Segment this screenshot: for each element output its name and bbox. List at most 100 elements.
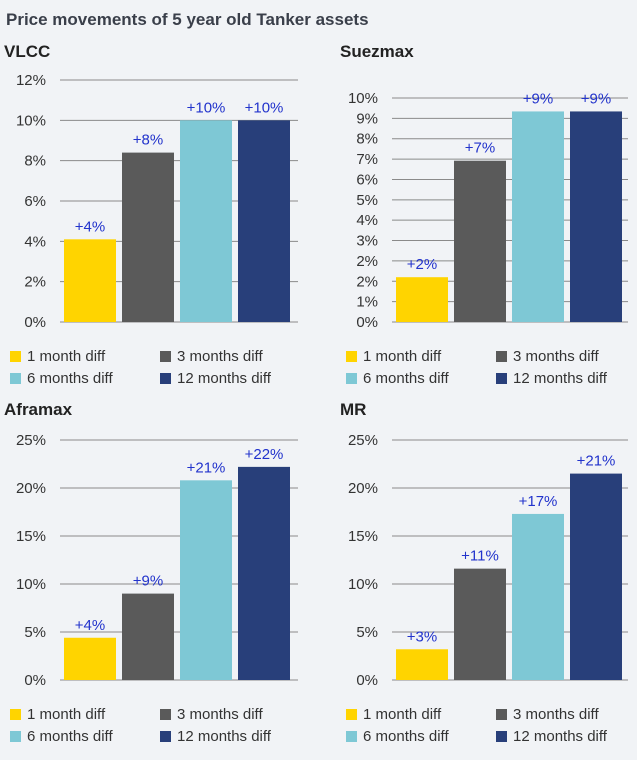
legend-item: 3 months diff (496, 706, 599, 723)
legend-item: 1 month diff (10, 706, 105, 723)
y-tick-label: 5% (24, 624, 46, 641)
data-label: +22% (245, 446, 284, 463)
legend-label: 1 month diff (363, 706, 442, 723)
bar (64, 637, 116, 680)
legend-label: 12 months diff (177, 728, 271, 745)
bar (64, 239, 116, 322)
page-title: Price movements of 5 year old Tanker ass… (6, 10, 369, 29)
y-tick-label: 25% (16, 432, 46, 449)
data-label: +4% (75, 218, 105, 235)
bar (512, 111, 564, 322)
data-label: +21% (187, 459, 226, 476)
legend-label: 1 month diff (363, 348, 442, 365)
legend-label: 12 months diff (513, 370, 607, 387)
y-tick-label: 4% (356, 212, 378, 229)
data-label: +4% (75, 617, 105, 634)
bar (570, 111, 622, 322)
y-tick-label: 6% (24, 193, 46, 210)
y-tick-label: 8% (356, 131, 378, 148)
legend-label: 12 months diff (177, 370, 271, 387)
legend-item: 6 months diff (10, 728, 113, 745)
y-tick-label: 0% (24, 314, 46, 331)
legend-label: 3 months diff (513, 348, 599, 365)
legend-item: 1 month diff (346, 706, 441, 723)
legend-swatch (346, 373, 357, 384)
bar (396, 277, 448, 322)
legend-swatch (10, 731, 21, 742)
legend-swatch (496, 731, 507, 742)
y-tick-label: 1% (356, 294, 378, 311)
data-label: +9% (133, 573, 163, 590)
bar (122, 593, 174, 680)
y-tick-label: 10% (16, 576, 46, 593)
bar-chart: 0% 5% 10% 15% 20% 25% +4% +9% +21% +22% (16, 432, 298, 689)
y-tick-label: 20% (348, 480, 378, 497)
data-label: +9% (581, 90, 611, 107)
y-tick-label: 15% (16, 528, 46, 545)
bar (180, 480, 232, 680)
legend-label: 6 months diff (363, 370, 449, 387)
bar (122, 152, 174, 322)
chart-title: MR (340, 400, 367, 419)
data-label: +9% (523, 90, 553, 107)
y-tick-label: 10% (348, 90, 378, 107)
legend-swatch (160, 731, 171, 742)
y-tick-label: 5% (356, 624, 378, 641)
data-label: +17% (519, 493, 558, 510)
chart-title: Suezmax (340, 42, 414, 61)
legend-swatch (496, 373, 507, 384)
chart-title: VLCC (4, 42, 51, 61)
bar (396, 649, 448, 680)
y-tick-label: 6% (356, 171, 378, 188)
y-tick-label: 8% (24, 153, 46, 170)
bar (454, 568, 506, 680)
y-tick-label: 2% (356, 273, 378, 290)
data-label: +8% (133, 132, 163, 149)
y-tick-label: 0% (356, 672, 378, 689)
y-tick-label: 0% (356, 314, 378, 331)
legend-item: 1 month diff (346, 348, 441, 365)
legend-item: 6 months diff (346, 728, 449, 745)
legend-swatch (346, 731, 357, 742)
chart-legend: 1 month diff 3 months diff 6 months diff 12… (10, 700, 310, 748)
bar-chart: 0% 2% 4% 6% 8% 10% 12% +4% +8% +10% +10% (16, 72, 298, 331)
legend-swatch (496, 351, 507, 362)
y-tick-label: 4% (24, 233, 46, 250)
chart-panel-suezmax: Suezmax 0% 1% 2% 2% 3% 4% 5% 6% 7% 8% 9% 10% +2% +7% +… (336, 42, 637, 402)
chart-legend: 1 month diff 3 months diff 6 months diff 12… (346, 700, 637, 748)
legend-label: 1 month diff (27, 706, 106, 723)
legend-swatch (160, 351, 171, 362)
y-tick-label: 9% (356, 110, 378, 127)
legend-swatch (346, 709, 357, 720)
chart-legend: 1 month diff 3 months diff 6 months diff 12… (346, 342, 637, 390)
data-label: +10% (245, 99, 284, 116)
legend-item: 6 months diff (346, 370, 449, 387)
data-label: +10% (187, 99, 226, 116)
legend-item: 12 months diff (496, 728, 607, 745)
y-tick-label: 0% (24, 672, 46, 689)
chart-legend: 1 month diff 3 months diff 6 months diff 12… (10, 342, 310, 390)
bar-chart: 0% 5% 10% 15% 20% 25% +3% +11% +17% +21% (348, 432, 628, 689)
y-tick-label: 5% (356, 192, 378, 209)
y-tick-label: 15% (348, 528, 378, 545)
legend-swatch (160, 709, 171, 720)
legend-label: 6 months diff (363, 728, 449, 745)
legend-label: 3 months diff (513, 706, 599, 723)
legend-swatch (496, 709, 507, 720)
y-tick-label: 10% (16, 112, 46, 129)
y-tick-label: 2% (24, 274, 46, 291)
y-tick-label: 12% (16, 72, 46, 89)
data-label: +7% (465, 140, 495, 157)
bar (238, 120, 290, 322)
legend-label: 6 months diff (27, 370, 113, 387)
bar (238, 466, 290, 680)
bar (180, 120, 232, 322)
legend-item: 3 months diff (496, 348, 599, 365)
bar (454, 160, 506, 322)
data-label: +3% (407, 628, 437, 645)
legend-label: 1 month diff (27, 348, 106, 365)
y-tick-label: 25% (348, 432, 378, 449)
legend-label: 12 months diff (513, 728, 607, 745)
bar (512, 513, 564, 680)
legend-label: 6 months diff (27, 728, 113, 745)
